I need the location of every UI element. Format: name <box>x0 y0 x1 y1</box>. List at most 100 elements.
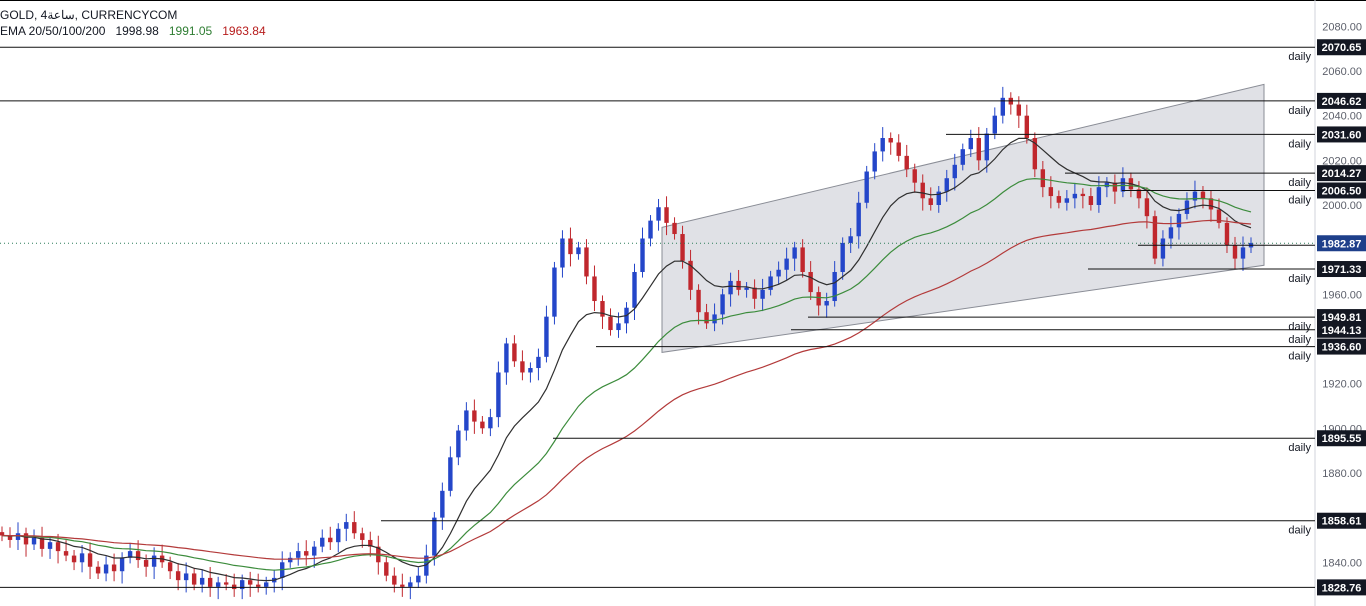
candle-body <box>1096 187 1102 205</box>
candle-body <box>448 457 453 491</box>
level-badge <box>1317 430 1366 447</box>
level-label: daily <box>1288 321 1311 333</box>
y-axis-tick: 2080.00 <box>1322 21 1362 33</box>
y-axis-tick: 1960.00 <box>1322 289 1362 301</box>
candle-body <box>191 573 197 585</box>
level-badge <box>1317 579 1366 596</box>
level-badge <box>1317 321 1366 338</box>
candle-body <box>832 271 837 302</box>
candle-body <box>1200 191 1206 199</box>
candle-body <box>127 551 133 558</box>
candle-body <box>223 582 229 585</box>
candle-body <box>952 164 957 179</box>
candle-body <box>784 258 789 270</box>
candle-body <box>536 356 541 369</box>
candle-body <box>584 247 589 277</box>
candle-body <box>688 260 693 290</box>
candle-body <box>856 202 861 237</box>
candle-body <box>736 280 741 290</box>
y-axis-tick: 2020.00 <box>1322 155 1362 167</box>
candle-body <box>888 138 893 143</box>
level-value: 1936.60 <box>1322 342 1362 354</box>
level-label: daily <box>1288 194 1311 206</box>
level-label: daily <box>1288 334 1311 346</box>
ema-100-line <box>1 219 1252 560</box>
level-value: 2006.50 <box>1322 185 1362 197</box>
candle-body <box>79 553 85 563</box>
level-badge <box>1317 182 1366 199</box>
symbol-title: GOLD, 4ساعة, CURRENCYCOM <box>0 8 178 22</box>
candle-body <box>328 537 333 543</box>
candle-body <box>928 198 933 205</box>
candle-body <box>1016 104 1022 116</box>
candle-body <box>1032 138 1038 170</box>
candle-body <box>864 171 869 203</box>
candle-body <box>552 267 557 317</box>
candle-body <box>215 582 221 587</box>
level-label: daily <box>1288 177 1311 189</box>
candle-body <box>207 577 213 587</box>
candle-body <box>312 546 317 556</box>
candle-body <box>1056 196 1062 203</box>
candle-body <box>976 138 981 161</box>
candle-body <box>256 584 261 587</box>
level-value: 1895.55 <box>1322 433 1362 445</box>
candle-body <box>760 289 765 299</box>
candle-body <box>1040 169 1046 188</box>
candle-body <box>47 542 53 549</box>
candle-body <box>632 271 637 308</box>
level-label: daily <box>1288 51 1311 63</box>
last-price-badge <box>1317 235 1366 252</box>
candle-body <box>1048 187 1054 197</box>
level-label: daily <box>1288 105 1311 117</box>
candle-body <box>288 557 293 563</box>
candle-body <box>1136 189 1142 199</box>
candle-body <box>872 151 877 172</box>
candle-body <box>680 234 685 261</box>
ema-50-value: 1991.05 <box>168 24 213 38</box>
level-badge <box>1317 309 1366 326</box>
level-value: 2031.60 <box>1322 129 1362 141</box>
candle-body <box>1088 196 1094 205</box>
candle-body <box>936 191 941 205</box>
level-label: daily <box>1288 273 1311 285</box>
candle-body <box>920 182 925 199</box>
candle-body <box>544 316 549 357</box>
candle-body <box>416 575 421 583</box>
candle-body <box>1072 193 1078 199</box>
y-axis-tick: 2060.00 <box>1322 66 1362 78</box>
level-value: 1828.76 <box>1322 582 1362 594</box>
candle-body <box>143 560 149 567</box>
level-value: 2070.65 <box>1322 42 1362 54</box>
candle-body <box>87 553 93 567</box>
candle-body <box>199 577 205 585</box>
candle-body <box>119 557 125 572</box>
candle-body <box>1208 198 1214 210</box>
candle-body <box>55 542 61 552</box>
candle-body <box>71 555 77 563</box>
candle-body <box>1064 198 1070 203</box>
candle-body <box>344 522 349 529</box>
candle-body <box>472 410 477 422</box>
candle-body <box>560 238 565 268</box>
candle-body <box>384 562 389 576</box>
level-badge <box>1317 126 1366 143</box>
candle-body <box>816 292 821 306</box>
y-axis-tick: 1920.00 <box>1322 379 1362 391</box>
level-value: 1971.33 <box>1322 264 1362 276</box>
y-axis-tick: 2040.00 <box>1322 111 1362 123</box>
candle-body <box>424 555 429 576</box>
candle-body <box>496 372 501 418</box>
candle-body <box>464 410 469 431</box>
candle-body <box>720 294 725 315</box>
candle-body <box>1152 216 1158 259</box>
candle-body <box>968 138 973 150</box>
candle-body <box>664 207 669 223</box>
candle-body <box>600 301 605 317</box>
candle-body <box>1216 209 1222 223</box>
candle-body <box>512 343 517 362</box>
candle-body <box>912 169 917 183</box>
candle-body <box>1080 193 1086 197</box>
level-badge <box>1317 338 1366 355</box>
